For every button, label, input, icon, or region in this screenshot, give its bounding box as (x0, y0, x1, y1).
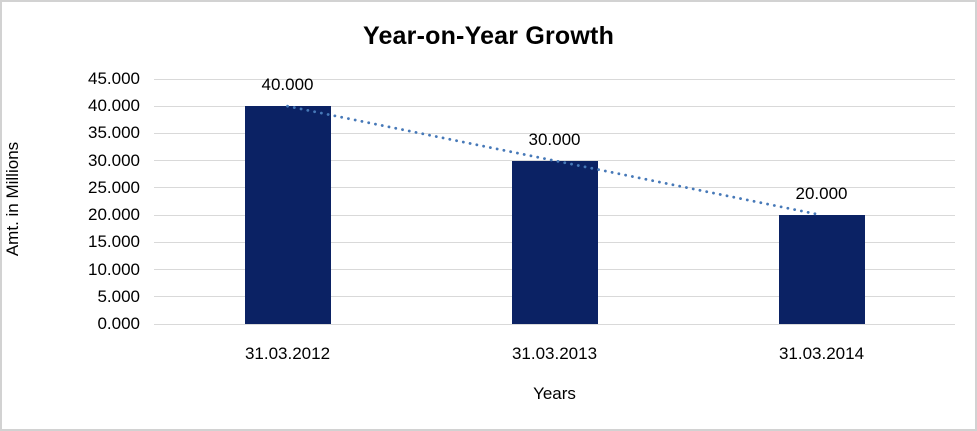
gridline (154, 105, 955, 107)
y-tick-label: 30.000 (88, 150, 140, 170)
x-category-label: 31.03.2012 (244, 344, 331, 363)
y-tick-label: 25.000 (88, 177, 140, 197)
y-tick-label: 35.000 (88, 123, 140, 143)
y-tick-label: 15.000 (88, 232, 140, 252)
gridline (154, 323, 955, 325)
bar (511, 160, 598, 324)
y-tick-label: 40.000 (88, 96, 140, 116)
gridline (154, 78, 955, 80)
bar-value-label: 30.000 (528, 129, 581, 149)
y-tick-label: 10.000 (88, 259, 140, 279)
y-tick-label: 45.000 (88, 69, 140, 88)
trendline (286, 104, 823, 217)
bar (244, 106, 331, 324)
bar (778, 215, 865, 324)
y-tick-label: 0.000 (97, 314, 140, 333)
x-axis-title: Years (533, 384, 576, 403)
bar-value-label: 40.000 (261, 75, 314, 95)
x-category-label: 31.03.2014 (778, 344, 865, 363)
y-tick-label: 20.000 (88, 205, 140, 225)
chart-title: Year-on-Year Growth (362, 22, 615, 50)
gridline (154, 132, 955, 134)
bar-value-label: 20.000 (795, 184, 848, 204)
y-tick-label: 5.000 (97, 286, 140, 306)
x-category-label: 31.03.2013 (511, 344, 598, 363)
